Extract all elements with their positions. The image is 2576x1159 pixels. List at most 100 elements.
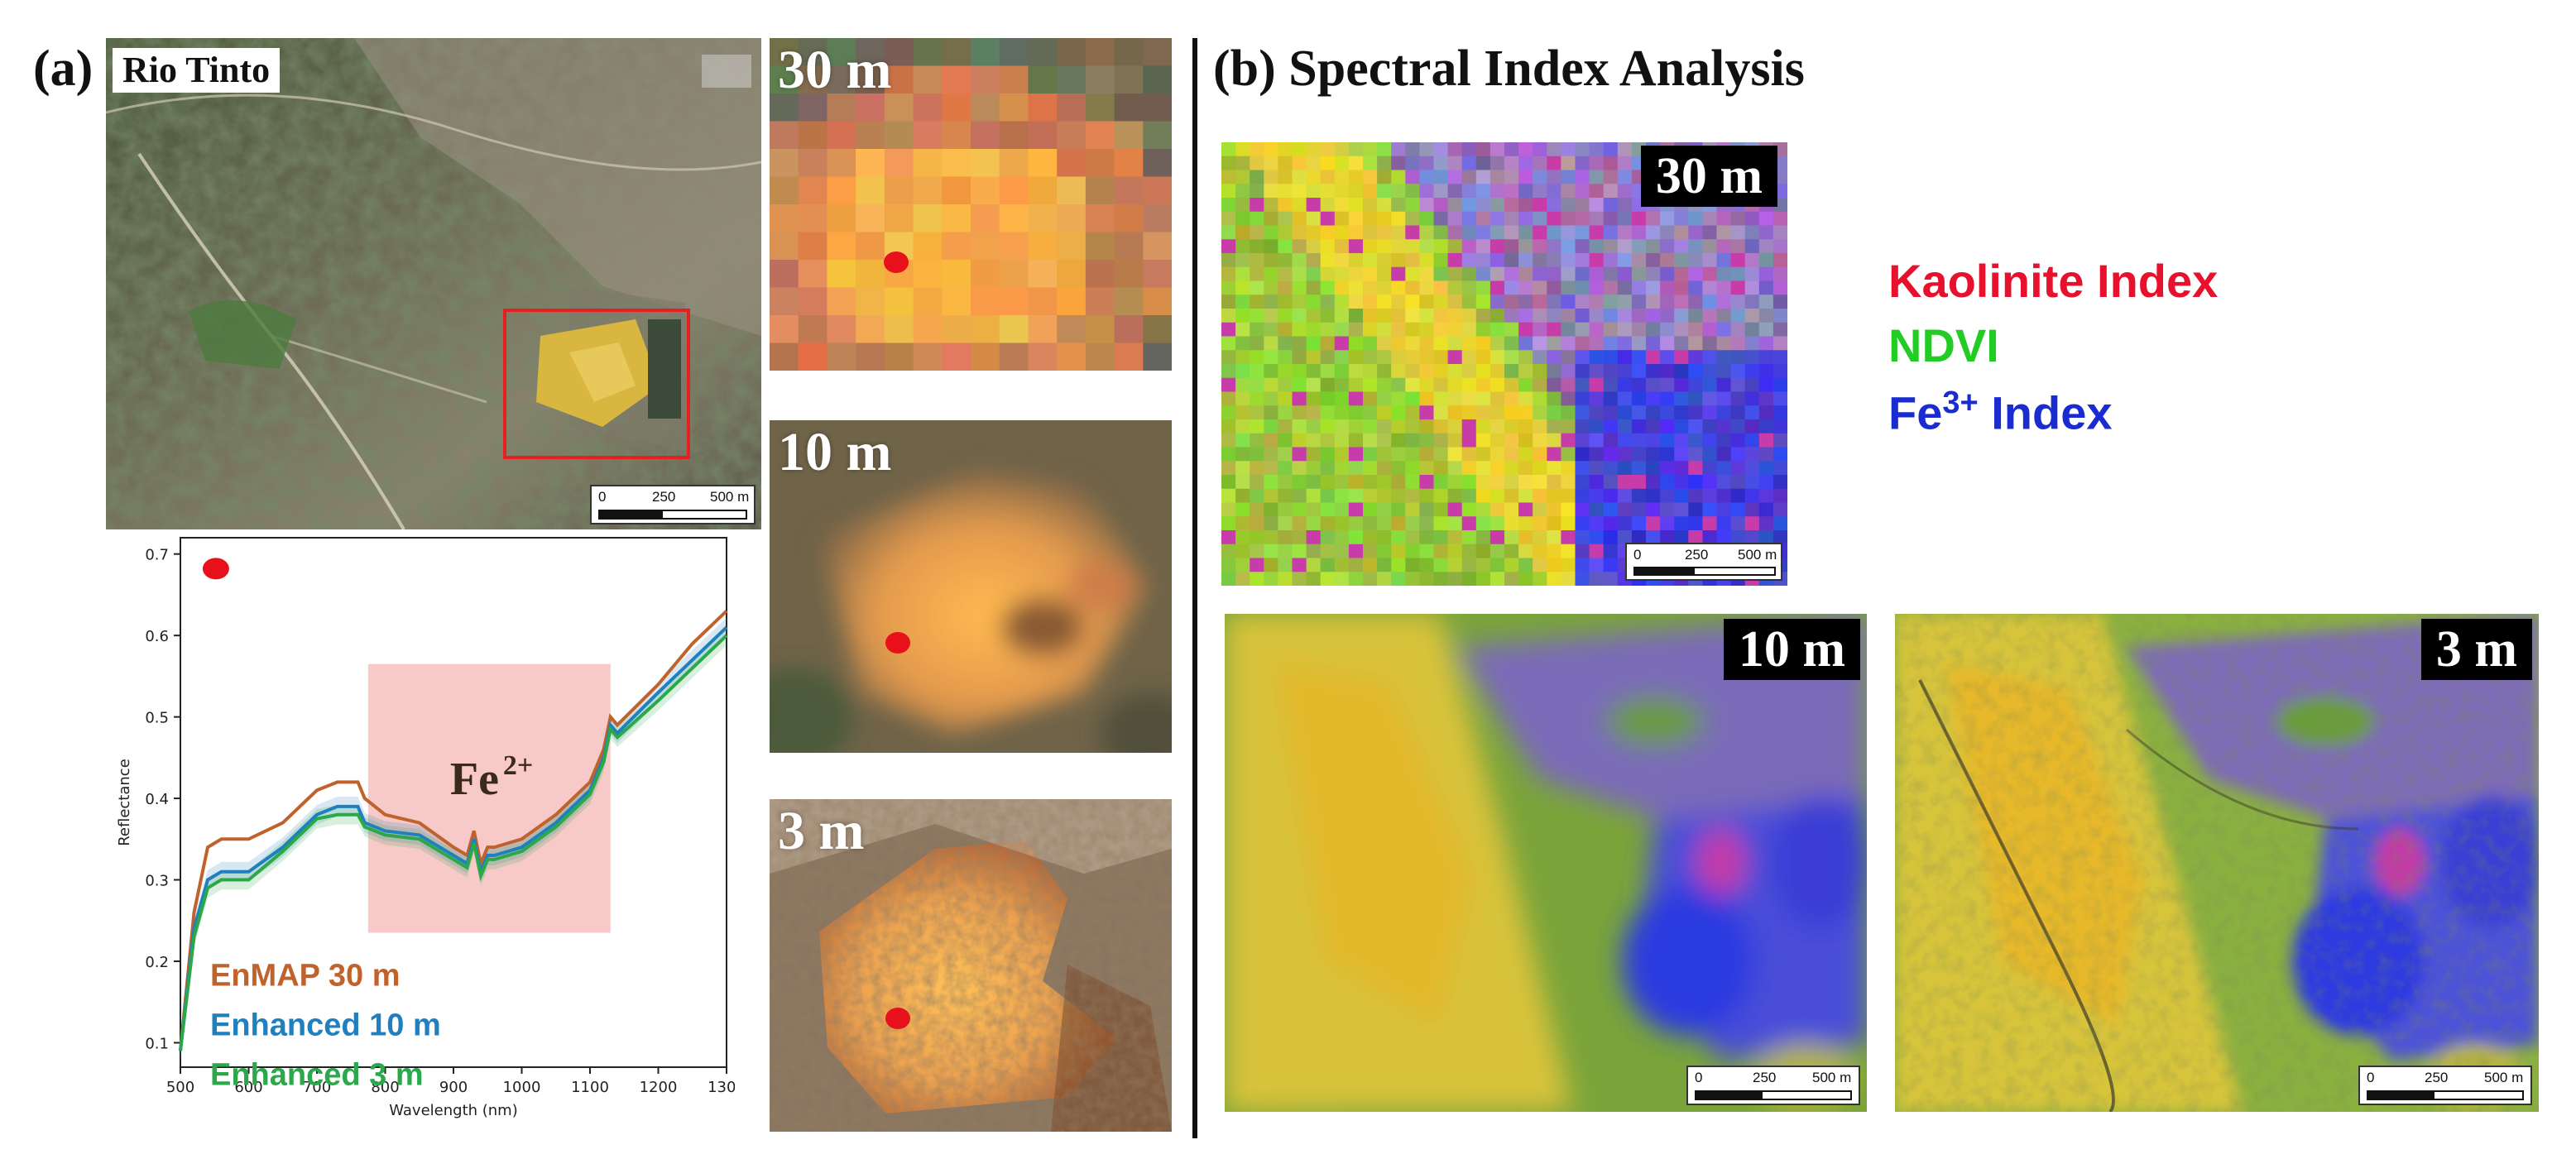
index-pixel-cell bbox=[1716, 225, 1732, 241]
index-pixel-cell bbox=[1391, 544, 1407, 559]
index-pixel-cell bbox=[1292, 461, 1307, 476]
pixel-cell bbox=[971, 65, 1000, 94]
tile-b-3m-graphic bbox=[1895, 614, 2539, 1112]
index-pixel-cell bbox=[1504, 309, 1520, 323]
index-pixel-cell bbox=[1334, 184, 1350, 199]
index-pixel-cell bbox=[1504, 350, 1520, 365]
index-pixel-cell bbox=[1250, 142, 1265, 157]
index-pixel-cell bbox=[1589, 266, 1605, 282]
index-pixel-cell bbox=[1504, 253, 1520, 268]
index-pixel-cell bbox=[1504, 170, 1520, 185]
index-pixel-cell bbox=[1348, 544, 1364, 559]
pixel-cell bbox=[770, 204, 799, 233]
y-axis-label: Reflectance bbox=[116, 759, 133, 846]
index-pixel-cell bbox=[1447, 239, 1463, 254]
index-pixel-cell bbox=[1264, 433, 1279, 448]
index-pixel-cell bbox=[1617, 184, 1633, 199]
index-pixel-cell bbox=[1235, 516, 1251, 531]
pixel-cell bbox=[1114, 204, 1144, 233]
index-pixel-cell bbox=[1320, 239, 1336, 254]
index-pixel-cell bbox=[1292, 295, 1307, 309]
index-pixel-cell bbox=[1660, 295, 1676, 309]
index-pixel-cell bbox=[1589, 225, 1605, 241]
pixel-cell bbox=[798, 176, 828, 205]
index-pixel-cell bbox=[1547, 322, 1562, 338]
index-pixel-cell bbox=[1278, 211, 1293, 227]
y-tick-label: 0.2 bbox=[145, 954, 169, 971]
index-pixel-cell bbox=[1391, 572, 1407, 586]
index-pixel-cell bbox=[1518, 266, 1534, 282]
index-pixel-cell bbox=[1235, 488, 1251, 504]
index-pixel-cell bbox=[1235, 502, 1251, 518]
index-pixel-cell bbox=[1377, 309, 1393, 323]
index-pixel-cell bbox=[1433, 516, 1449, 531]
aerial-map-graphic bbox=[106, 38, 761, 529]
fe2-annotation: Fe bbox=[450, 754, 499, 805]
index-pixel-cell bbox=[1631, 225, 1647, 241]
index-pixel-cell bbox=[1419, 280, 1435, 296]
x-tick-label: 1200 bbox=[640, 1079, 678, 1096]
index-pixel-cell bbox=[1278, 530, 1293, 545]
index-pixel-cell bbox=[1758, 447, 1774, 462]
y-tick-label: 0.5 bbox=[145, 710, 169, 727]
index-pixel-cell bbox=[1603, 405, 1619, 420]
pixel-cell bbox=[1085, 38, 1115, 67]
index-pixel-cell bbox=[1348, 475, 1364, 490]
index-pixel-cell bbox=[1631, 239, 1647, 254]
index-pixel-cell bbox=[1617, 295, 1633, 309]
index-pixel-cell bbox=[1603, 488, 1619, 504]
index-pixel-cell bbox=[1433, 266, 1449, 282]
index-pixel-cell bbox=[1433, 170, 1449, 185]
index-pixel-cell bbox=[1716, 488, 1732, 504]
index-pixel-cell bbox=[1278, 280, 1293, 296]
index-pixel-cell bbox=[1730, 350, 1746, 365]
index-pixel-cell bbox=[1660, 322, 1676, 338]
pixel-cell bbox=[1085, 342, 1115, 371]
pixel-cell bbox=[1085, 287, 1115, 316]
index-pixel-cell bbox=[1589, 488, 1605, 504]
index-pixel-cell bbox=[1646, 280, 1662, 296]
index-pixel-cell bbox=[1660, 364, 1676, 379]
index-pixel-cell bbox=[1702, 322, 1718, 338]
index-pixel-cell bbox=[1292, 558, 1307, 573]
index-pixel-cell bbox=[1405, 225, 1421, 241]
index-pixel-cell bbox=[1475, 433, 1491, 448]
index-pixel-cell bbox=[1561, 156, 1576, 171]
index-pixel-cell bbox=[1419, 419, 1435, 434]
index-pixel-cell bbox=[1660, 419, 1676, 434]
index-pixel-cell bbox=[1264, 516, 1279, 531]
index-pixel-cell bbox=[1348, 405, 1364, 420]
index-pixel-cell bbox=[1518, 350, 1534, 365]
index-pixel-cell bbox=[1772, 461, 1787, 476]
pixel-cell bbox=[971, 38, 1000, 67]
index-pixel-cell bbox=[1617, 530, 1633, 545]
index-pixel-cell bbox=[1758, 419, 1774, 434]
index-pixel-cell bbox=[1264, 239, 1279, 254]
pixel-cell bbox=[999, 65, 1029, 94]
index-pixel-cell bbox=[1363, 516, 1379, 531]
index-pixel-cell bbox=[1688, 350, 1704, 365]
index-pixel-cell bbox=[1589, 433, 1605, 448]
index-pixel-cell bbox=[1447, 391, 1463, 407]
index-pixel-cell bbox=[1292, 544, 1307, 559]
index-pixel-cell bbox=[1772, 530, 1787, 545]
index-pixel-cell bbox=[1589, 350, 1605, 365]
x-tick-label: 900 bbox=[439, 1079, 468, 1096]
pixel-cell bbox=[942, 342, 971, 371]
index-pixel-cell bbox=[1433, 377, 1449, 393]
tile-a-10m: 10 m bbox=[770, 420, 1172, 753]
index-pixel-cell bbox=[1363, 530, 1379, 545]
index-pixel-cell bbox=[1250, 447, 1265, 462]
index-pixel-cell bbox=[1518, 405, 1534, 420]
index-pixel-cell bbox=[1278, 558, 1293, 573]
index-pixel-cell bbox=[1716, 322, 1732, 338]
index-pixel-cell bbox=[1533, 336, 1548, 352]
index-pixel-cell bbox=[1744, 461, 1760, 476]
index-pixel-cell bbox=[1292, 170, 1307, 185]
tile-b-30m: 30 m 0 250 500 m bbox=[1221, 142, 1787, 586]
index-pixel-cell bbox=[1730, 461, 1746, 476]
index-pixel-cell bbox=[1489, 461, 1505, 476]
index-pixel-cell bbox=[1702, 391, 1718, 407]
index-pixel-cell bbox=[1730, 253, 1746, 268]
index-pixel-cell bbox=[1518, 544, 1534, 559]
